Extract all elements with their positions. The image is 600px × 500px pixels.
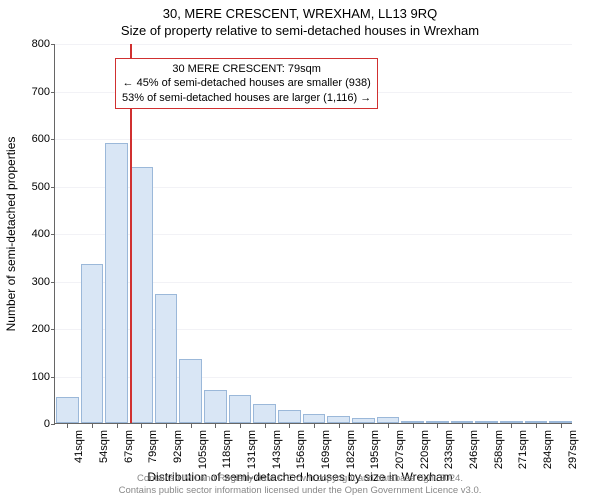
histogram-bar: [278, 410, 301, 423]
xtick-mark: [511, 424, 512, 428]
attribution-footer: Contains HM Land Registry data © Crown c…: [0, 473, 600, 497]
histogram-bar: [475, 421, 498, 423]
ytick-label: 0: [20, 418, 50, 430]
xtick-mark: [67, 424, 68, 428]
xtick-mark: [561, 424, 562, 428]
histogram-bar: [500, 421, 523, 423]
xtick-mark: [437, 424, 438, 428]
histogram-bar: [401, 421, 424, 423]
annotation-box: 30 MERE CRESCENT: 79sqm← 45% of semi-det…: [115, 58, 378, 109]
histogram-bar: [229, 395, 252, 423]
chart-title-block: 30, MERE CRESCENT, WREXHAM, LL13 9RQ Siz…: [0, 0, 600, 38]
histogram-bar: [81, 264, 104, 423]
ytick-mark: [51, 92, 55, 93]
histogram-bar: [377, 417, 400, 423]
xtick-mark: [166, 424, 167, 428]
xtick-mark: [265, 424, 266, 428]
xtick-mark: [240, 424, 241, 428]
title-subtitle: Size of property relative to semi-detach…: [0, 23, 600, 38]
histogram-bar: [56, 397, 79, 423]
ytick-mark: [51, 44, 55, 45]
xtick-mark: [314, 424, 315, 428]
histogram-bar: [525, 421, 548, 423]
ytick-label: 500: [20, 181, 50, 193]
ytick-label: 100: [20, 371, 50, 383]
histogram-bar: [130, 167, 153, 424]
xtick-mark: [92, 424, 93, 428]
histogram-bar: [327, 416, 350, 423]
ytick-mark: [51, 329, 55, 330]
histogram-bar: [303, 414, 326, 424]
xtick-mark: [413, 424, 414, 428]
ytick-label: 300: [20, 276, 50, 288]
xtick-mark: [388, 424, 389, 428]
y-axis-label: Number of semi-detached properties: [4, 137, 18, 332]
xtick-mark: [536, 424, 537, 428]
ytick-label: 700: [20, 86, 50, 98]
xtick-mark: [363, 424, 364, 428]
histogram-bar: [253, 404, 276, 423]
annot-line-2: ← 45% of semi-detached houses are smalle…: [122, 76, 371, 90]
xtick-mark: [191, 424, 192, 428]
annot-line-3: 53% of semi-detached houses are larger (…: [122, 91, 371, 105]
ytick-label: 200: [20, 323, 50, 335]
xtick-mark: [289, 424, 290, 428]
gridline: [55, 44, 572, 45]
xtick-mark: [141, 424, 142, 428]
ytick-mark: [51, 424, 55, 425]
xtick-mark: [117, 424, 118, 428]
ytick-mark: [51, 187, 55, 188]
histogram-bar: [549, 421, 572, 423]
chart-area: 010020030040050060070080041sqm54sqm67sqm…: [54, 44, 572, 424]
xtick-mark: [339, 424, 340, 428]
histogram-bar: [451, 421, 474, 423]
footer-text-1: Contains HM Land Registry data © Crown c…: [0, 473, 600, 485]
annot-line-1: 30 MERE CRESCENT: 79sqm: [122, 62, 371, 76]
histogram-bar: [179, 359, 202, 423]
ytick-mark: [51, 377, 55, 378]
histogram-bar: [426, 421, 449, 423]
gridline: [55, 139, 572, 140]
histogram-bar: [155, 294, 178, 423]
ytick-label: 800: [20, 38, 50, 50]
ytick-mark: [51, 282, 55, 283]
histogram-bar: [352, 418, 375, 423]
ytick-label: 400: [20, 228, 50, 240]
title-address: 30, MERE CRESCENT, WREXHAM, LL13 9RQ: [0, 6, 600, 21]
ytick-mark: [51, 139, 55, 140]
footer-text-2: Contains public sector information licen…: [0, 485, 600, 497]
plot-area: 010020030040050060070080041sqm54sqm67sqm…: [54, 44, 572, 424]
histogram-bar: [105, 143, 128, 423]
xtick-mark: [462, 424, 463, 428]
histogram-bar: [204, 390, 227, 423]
ytick-mark: [51, 234, 55, 235]
xtick-mark: [215, 424, 216, 428]
xtick-mark: [487, 424, 488, 428]
ytick-label: 600: [20, 133, 50, 145]
